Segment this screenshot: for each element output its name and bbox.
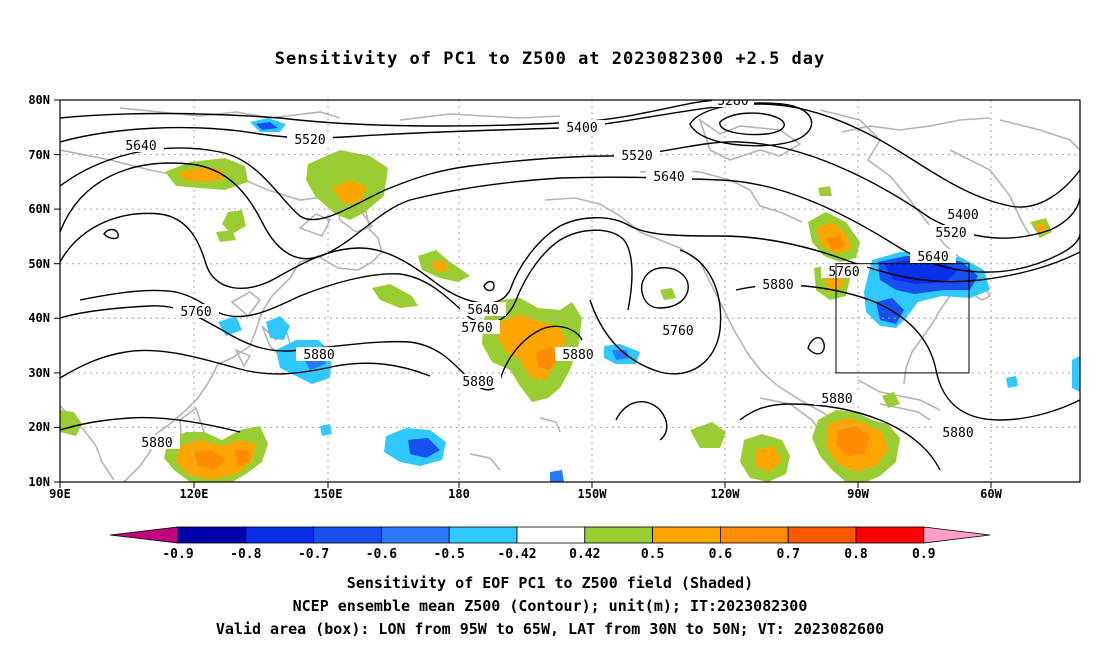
colorbar-swatch xyxy=(585,527,653,543)
contour-label: 5760 xyxy=(180,305,211,320)
lon-label: 150E xyxy=(314,487,343,501)
colorbar-label: 0.42 xyxy=(569,547,600,562)
colorbar-labels: -0.9 -0.8 -0.7 -0.6 -0.5 -0.42 0.42 0.5 … xyxy=(162,547,935,562)
lon-label: 150W xyxy=(578,487,608,501)
lat-label: 70N xyxy=(28,148,50,162)
contour-label: 5400 xyxy=(947,208,978,223)
caption-contour: NCEP ensemble mean Z500 (Contour); unit(… xyxy=(0,597,1100,615)
lat-label: 10N xyxy=(28,475,50,489)
caption-shading: Sensitivity of EOF PC1 to Z500 field (Sh… xyxy=(0,574,1100,592)
contour-label: 5520 xyxy=(294,133,325,148)
colorbar-swatch xyxy=(720,527,788,543)
contour-label: 5520 xyxy=(621,149,652,164)
lat-label: 50N xyxy=(28,257,50,271)
contour-label: 5640 xyxy=(467,303,498,318)
colorbar-swatch xyxy=(381,527,449,543)
contour-label: 5880 xyxy=(462,375,493,390)
contour-label: 5880 xyxy=(762,278,793,293)
colorbar-swatch xyxy=(517,527,585,543)
map-figure: 5280 5400 5520 5640 5520 5640 5400 5520 … xyxy=(0,0,1100,650)
contour-label: 5880 xyxy=(942,426,973,441)
colorbar-swatch-over xyxy=(924,527,990,543)
colorbar-label: 0.6 xyxy=(709,547,733,562)
lon-label: 90E xyxy=(49,487,71,501)
contour-label: 5640 xyxy=(917,250,948,265)
colorbar-label: 0.5 xyxy=(641,547,664,562)
colorbar-label: -0.6 xyxy=(366,547,397,562)
contour-label: 5640 xyxy=(653,170,684,185)
colorbar-swatch xyxy=(449,527,517,543)
contour-label: 5760 xyxy=(461,321,492,336)
lat-label: 80N xyxy=(28,93,50,107)
lat-label: 20N xyxy=(28,420,50,434)
colorbar-label: -0.5 xyxy=(434,547,465,562)
colorbar-swatch xyxy=(314,527,382,543)
lat-label: 60N xyxy=(28,202,50,216)
colorbar-swatch xyxy=(246,527,314,543)
colorbar-label: 0.9 xyxy=(912,547,935,562)
colorbar-label: 0.8 xyxy=(844,547,868,562)
colorbar-label: -0.8 xyxy=(230,547,261,562)
contour-label: 5760 xyxy=(828,265,859,280)
colorbar-swatch xyxy=(788,527,856,543)
lat-label: 30N xyxy=(28,366,50,380)
colorbar-swatch xyxy=(653,527,721,543)
contour-label: 5640 xyxy=(125,139,156,154)
colorbar-swatch xyxy=(856,527,924,543)
contour-label: 5400 xyxy=(566,121,597,136)
lon-label: 90W xyxy=(847,487,869,501)
lon-label: 120W xyxy=(711,487,741,501)
colorbar-label: 0.7 xyxy=(776,547,799,562)
lon-label: 180 xyxy=(448,487,470,501)
colorbar-swatch-under xyxy=(110,527,178,543)
lon-label: 120E xyxy=(180,487,209,501)
contour-label: 5880 xyxy=(303,348,334,363)
contour-label: 5880 xyxy=(562,348,593,363)
contour-label: 5280 xyxy=(717,94,748,109)
contour-label: 5520 xyxy=(935,226,966,241)
longitude-labels: 90E 120E 150E 180 150W 120W 90W 60W xyxy=(49,487,1002,501)
caption-valid-area: Valid area (box): LON from 95W to 65W, L… xyxy=(0,620,1100,638)
latitude-labels: 80N 70N 60N 50N 40N 30N 20N 10N xyxy=(28,93,50,489)
lat-label: 40N xyxy=(28,311,50,325)
contour-label: 5880 xyxy=(141,436,172,451)
colorbar-label: -0.9 xyxy=(162,547,193,562)
colorbar xyxy=(110,527,990,543)
colorbar-label: -0.42 xyxy=(497,547,536,562)
contour-label: 5880 xyxy=(821,392,852,407)
contour-label: 5760 xyxy=(662,324,693,339)
colorbar-label: -0.7 xyxy=(298,547,329,562)
colorbar-swatch xyxy=(178,527,246,543)
lon-label: 60W xyxy=(980,487,1002,501)
